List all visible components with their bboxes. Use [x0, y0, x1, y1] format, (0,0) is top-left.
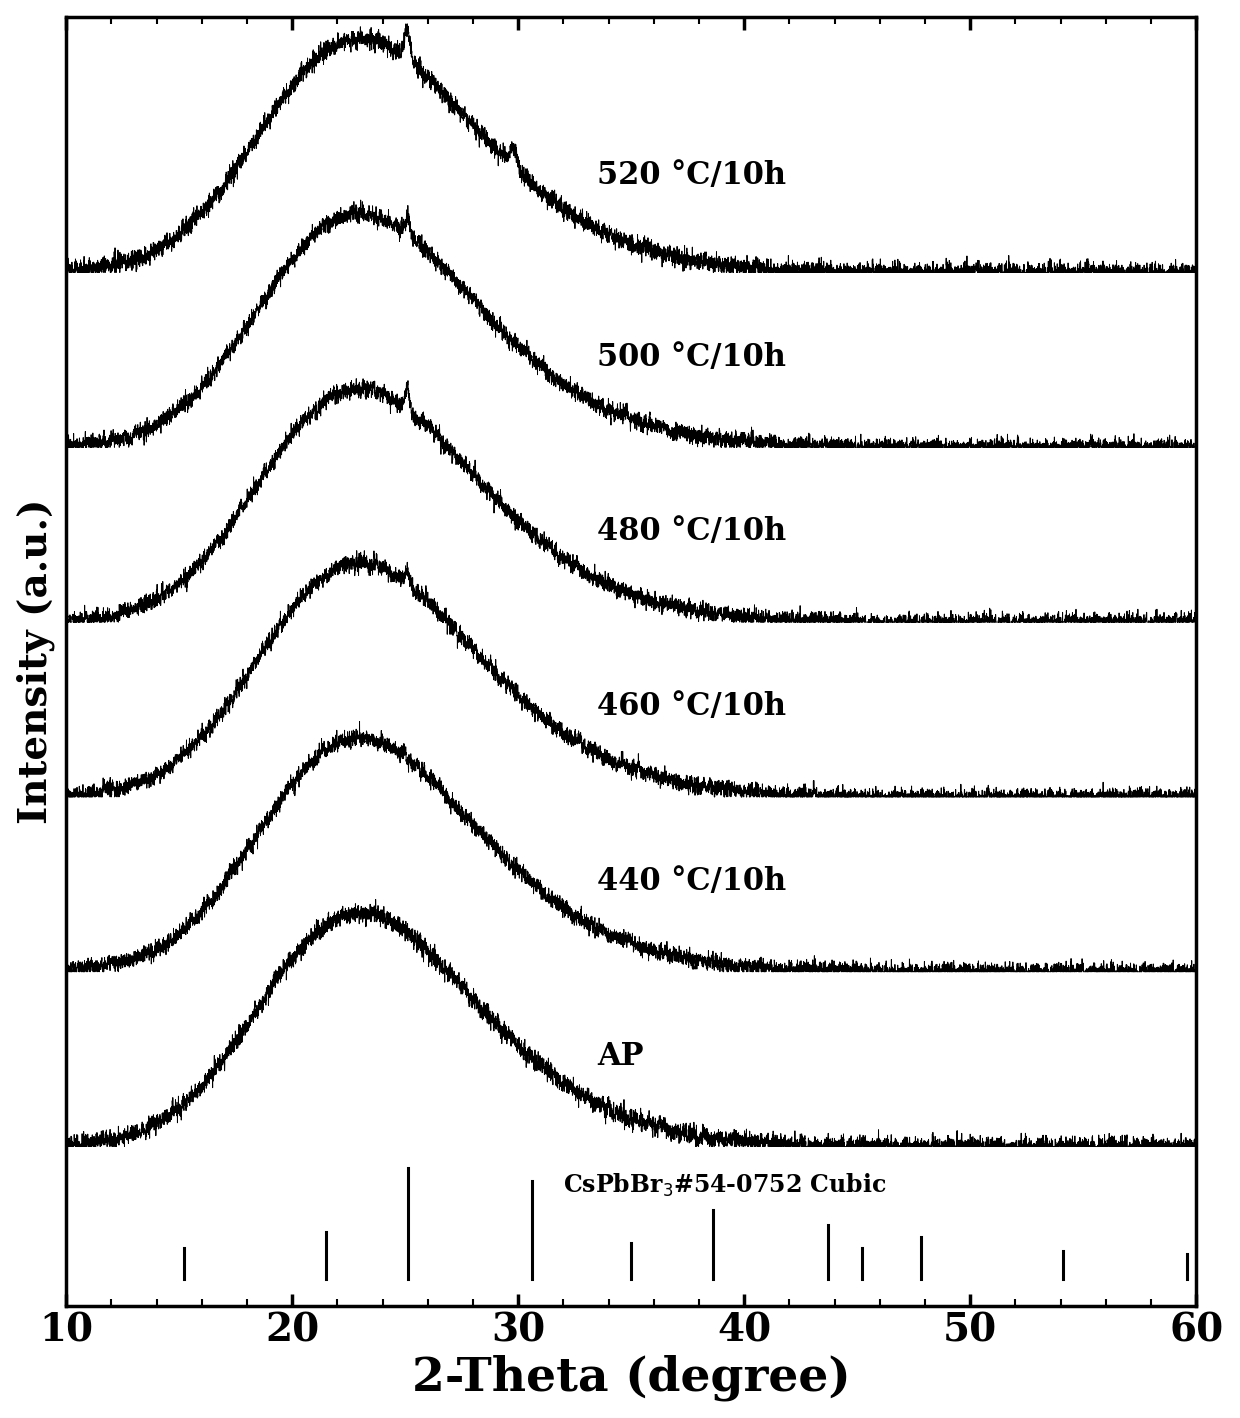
Text: CsPbBr$_3$#54-0752 Cubic: CsPbBr$_3$#54-0752 Cubic: [563, 1171, 887, 1198]
Text: 480 °C/10h: 480 °C/10h: [598, 516, 786, 547]
Text: AP: AP: [598, 1041, 644, 1072]
Text: 500 °C/10h: 500 °C/10h: [598, 342, 786, 373]
Text: 440 °C/10h: 440 °C/10h: [598, 866, 786, 898]
X-axis label: 2-Theta (degree): 2-Theta (degree): [412, 1354, 851, 1401]
Y-axis label: Intensity (a.u.): Intensity (a.u.): [16, 499, 55, 824]
Text: 460 °C/10h: 460 °C/10h: [598, 692, 786, 722]
Text: 520 °C/10h: 520 °C/10h: [598, 160, 786, 191]
